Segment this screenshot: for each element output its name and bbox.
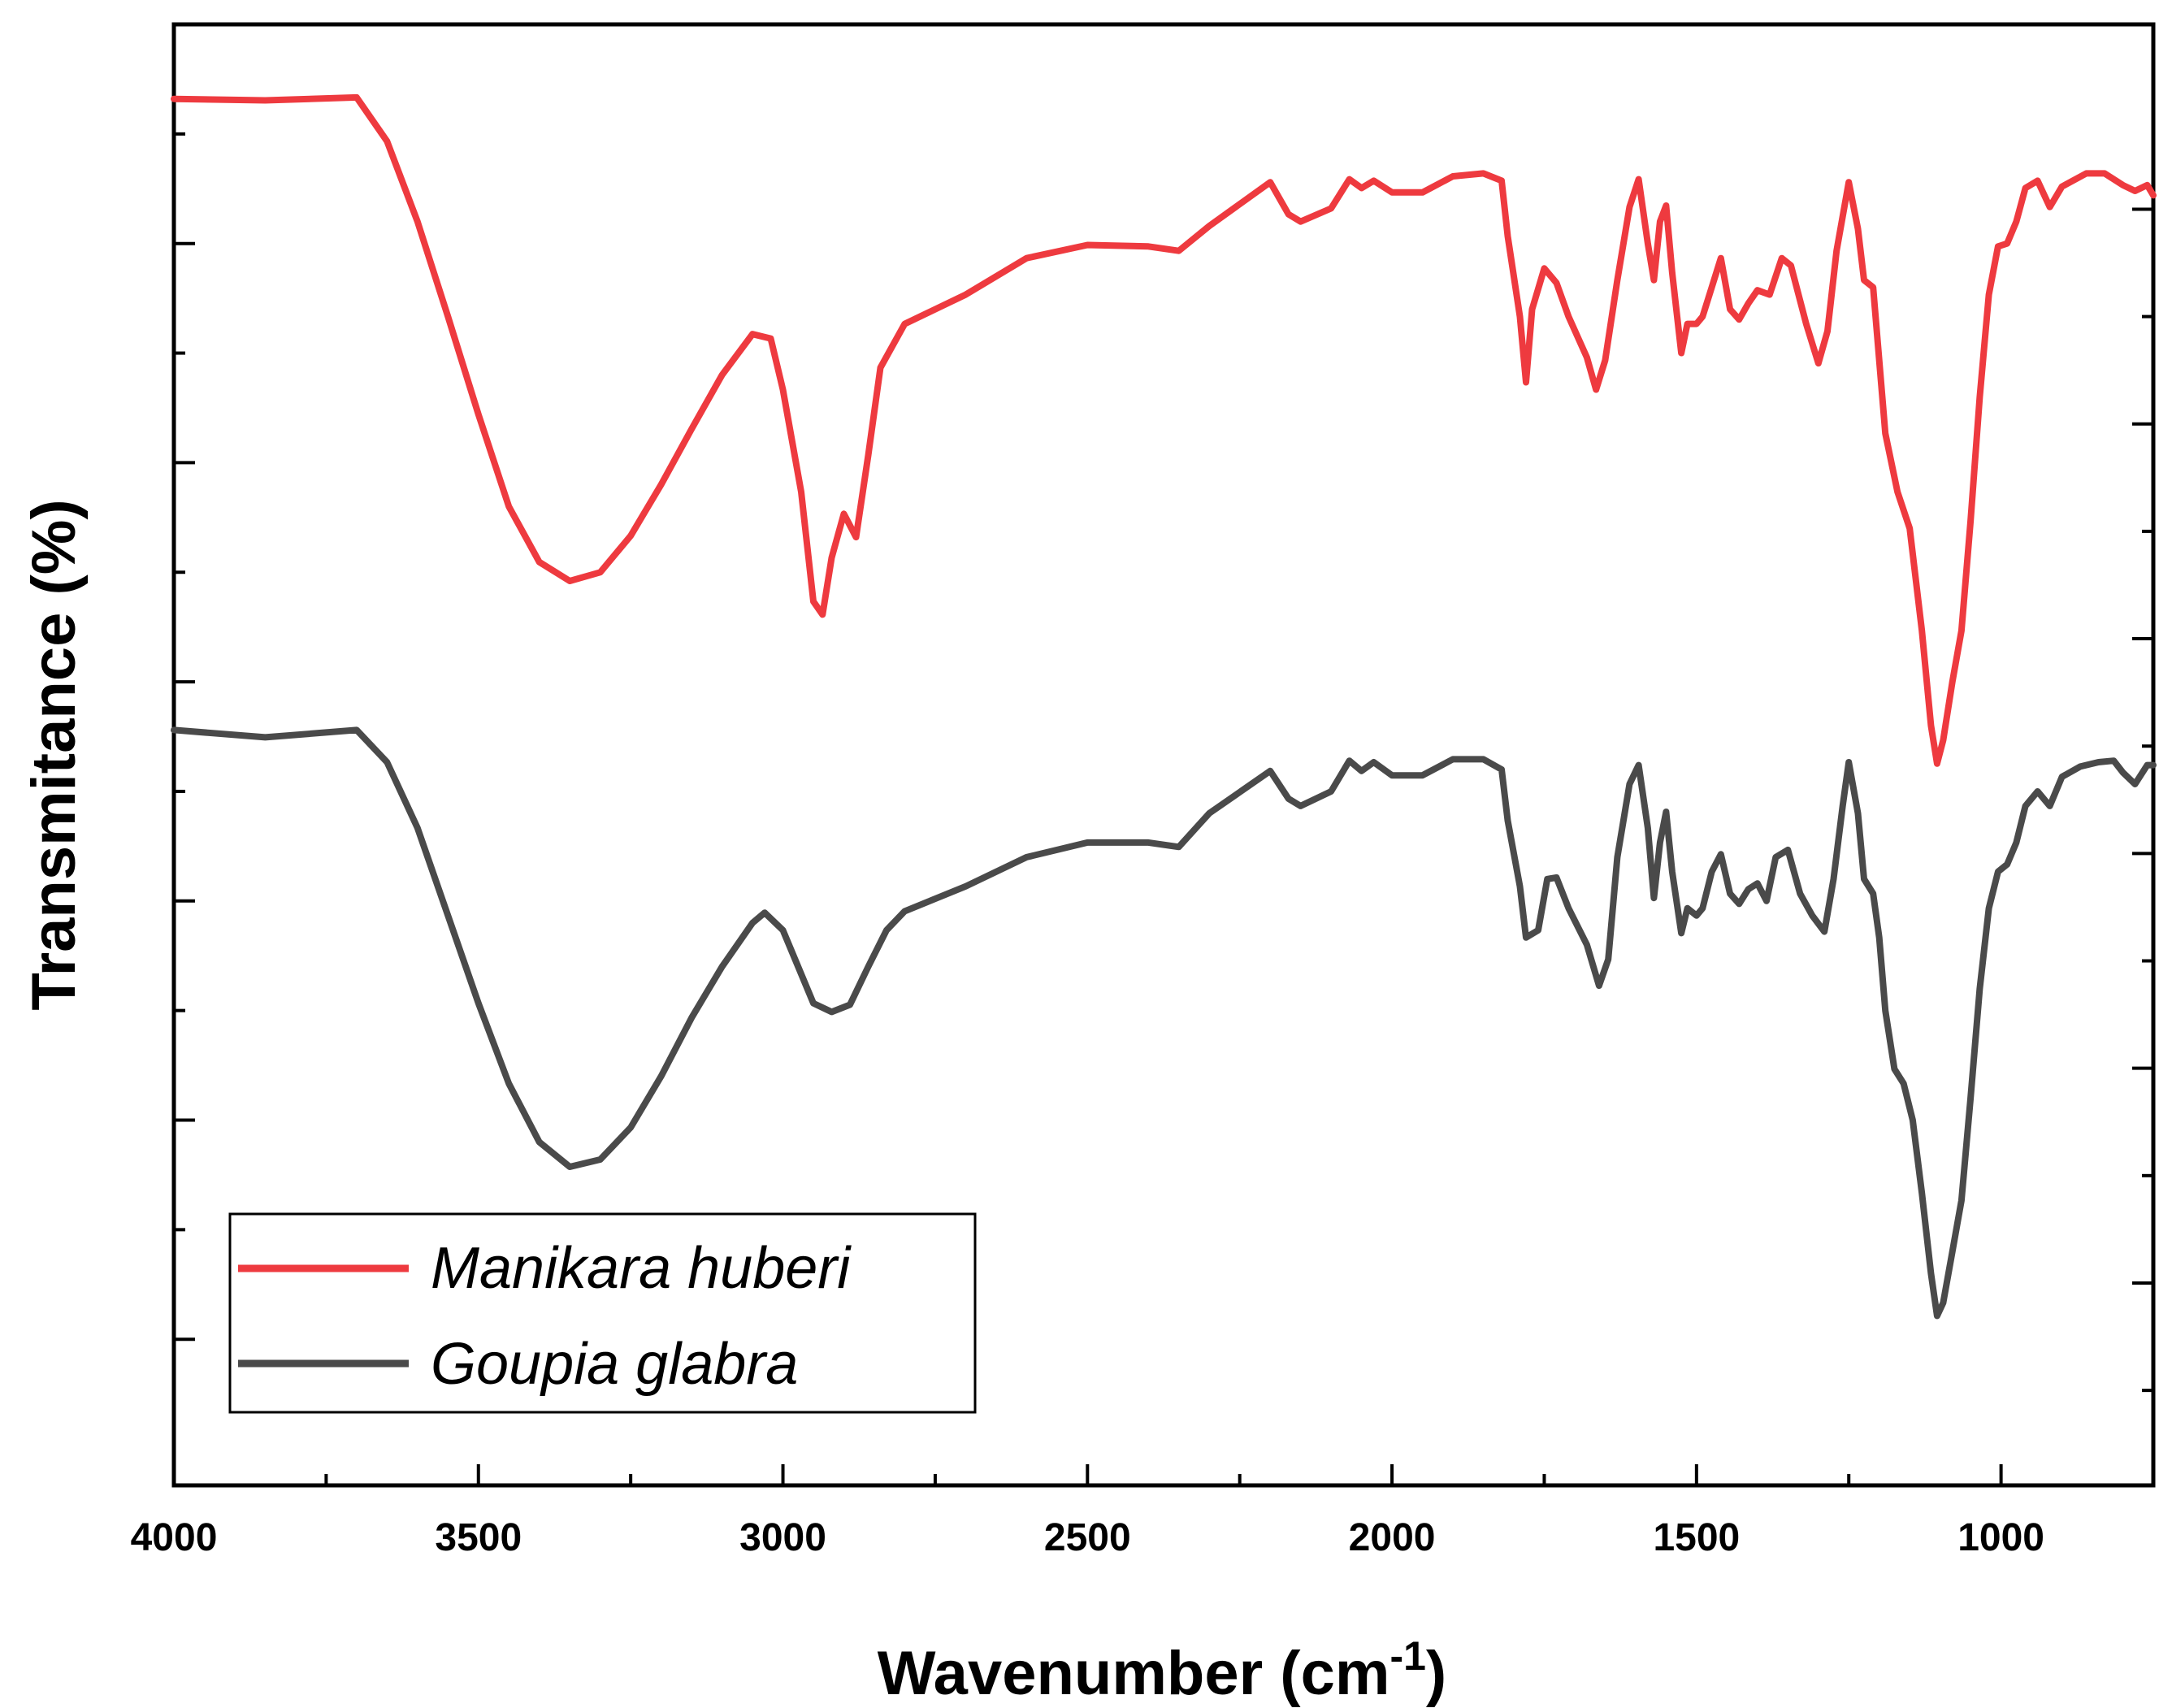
series-line-manikara-huberi: [171, 93, 2157, 767]
series-line-goupia-glabra: [171, 726, 2157, 1320]
plot-frame: [171, 22, 2156, 1488]
legend-label-manikara-huberi: Manikara huberi: [431, 1236, 852, 1301]
x-tick-label-2500: 2500: [1044, 1516, 1131, 1559]
y-axis-title: Transmitance (%): [20, 499, 89, 1010]
x-axis-title: Wavenumber (cm-1): [878, 1633, 1446, 1708]
legend: Manikara huberi Goupia glabra: [228, 1212, 977, 1414]
axis-ticks: 4000 3500 3000 2500 2000 1500 1000: [131, 132, 2153, 1559]
x-axis-title-close: ): [1426, 1639, 1446, 1708]
x-tick-label-3000: 3000: [739, 1516, 826, 1559]
legend-label-goupia-glabra: Goupia glabra: [431, 1332, 798, 1397]
x-tick-label-4000: 4000: [131, 1516, 218, 1559]
x-axis-title-main: Wavenumber (cm: [878, 1639, 1390, 1708]
x-tick-label-2000: 2000: [1349, 1516, 1436, 1559]
legend-box: [228, 1212, 977, 1414]
series-layer: [171, 93, 2157, 1320]
x-tick-label-1000: 1000: [1957, 1516, 2044, 1559]
x-axis-title-sup: -1: [1389, 1633, 1425, 1679]
x-tick-label-1500: 1500: [1653, 1516, 1740, 1559]
x-tick-label-3500: 3500: [435, 1516, 522, 1559]
